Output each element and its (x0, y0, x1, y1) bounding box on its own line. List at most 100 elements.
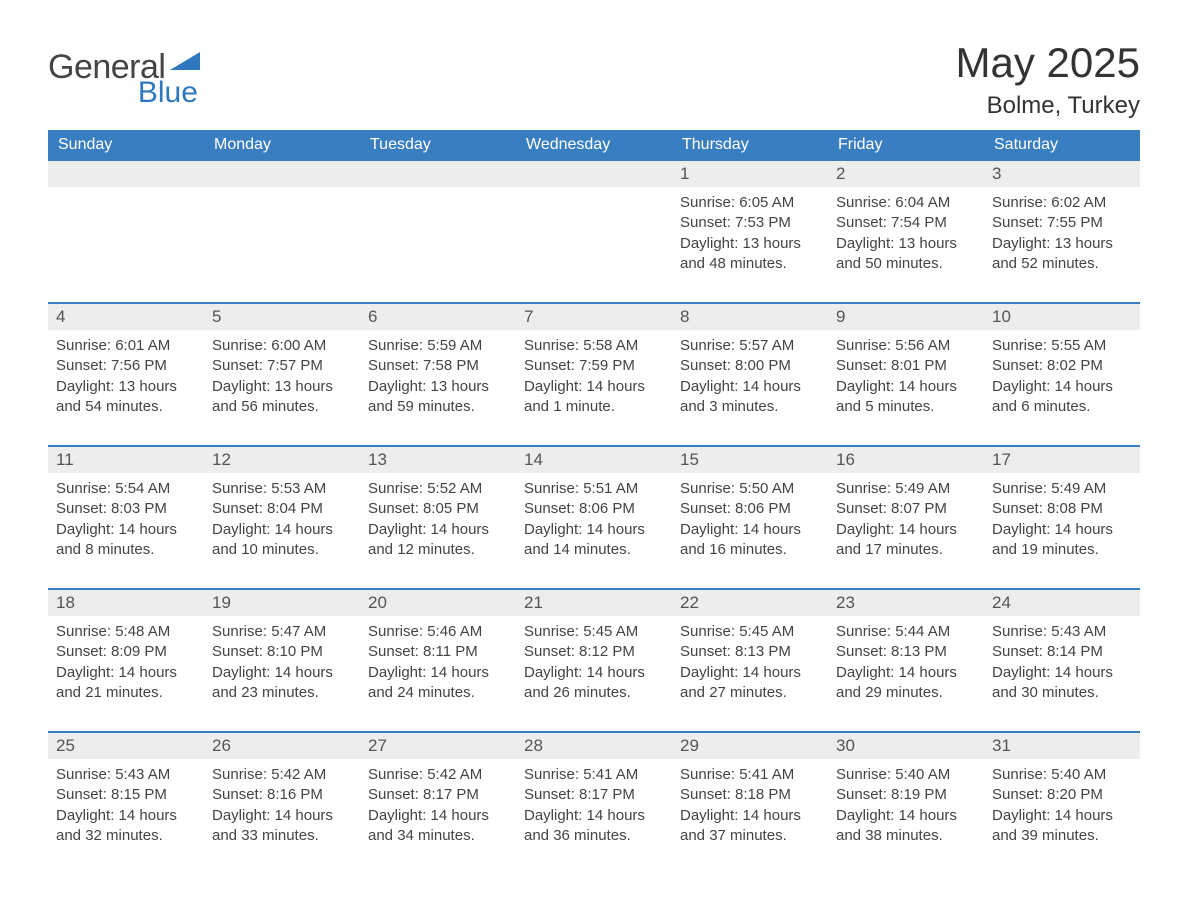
sunset-line: Sunset: 8:15 PM (56, 785, 196, 805)
day-of-week-header: SundayMondayTuesdayWednesdayThursdayFrid… (48, 130, 1140, 161)
daylight-line: Daylight: 14 hours and 3 minutes. (680, 377, 820, 418)
daynum-row: 123 (48, 161, 1140, 187)
sunrise-line: Sunrise: 5:52 AM (368, 479, 508, 499)
sunrise-line: Sunrise: 5:54 AM (56, 479, 196, 499)
detail-row: Sunrise: 6:05 AMSunset: 7:53 PMDaylight:… (48, 187, 1140, 288)
week-row: 123Sunrise: 6:05 AMSunset: 7:53 PMDaylig… (48, 161, 1140, 288)
day-number: 23 (828, 590, 984, 616)
sunrise-line: Sunrise: 5:56 AM (836, 336, 976, 356)
dow-cell: Sunday (48, 130, 204, 161)
sunset-line: Sunset: 8:05 PM (368, 499, 508, 519)
sunset-line: Sunset: 8:06 PM (524, 499, 664, 519)
daynum-row: 11121314151617 (48, 447, 1140, 473)
day-number: 21 (516, 590, 672, 616)
sunrise-line: Sunrise: 5:48 AM (56, 622, 196, 642)
daylight-line: Daylight: 14 hours and 14 minutes. (524, 520, 664, 561)
day-details: Sunrise: 5:49 AMSunset: 8:08 PMDaylight:… (984, 473, 1140, 574)
sunrise-line: Sunrise: 5:42 AM (212, 765, 352, 785)
daylight-line: Daylight: 14 hours and 34 minutes. (368, 806, 508, 847)
day-number: 16 (828, 447, 984, 473)
day-number: 19 (204, 590, 360, 616)
brand-text: General Blue (48, 50, 200, 108)
detail-row: Sunrise: 5:43 AMSunset: 8:15 PMDaylight:… (48, 759, 1140, 860)
day-details: Sunrise: 5:55 AMSunset: 8:02 PMDaylight:… (984, 330, 1140, 431)
detail-row: Sunrise: 5:48 AMSunset: 8:09 PMDaylight:… (48, 616, 1140, 717)
sunrise-line: Sunrise: 6:00 AM (212, 336, 352, 356)
daylight-line: Daylight: 14 hours and 12 minutes. (368, 520, 508, 561)
sunset-line: Sunset: 7:57 PM (212, 356, 352, 376)
daylight-line: Daylight: 14 hours and 17 minutes. (836, 520, 976, 561)
day-number (48, 161, 204, 187)
day-details: Sunrise: 5:54 AMSunset: 8:03 PMDaylight:… (48, 473, 204, 574)
dow-cell: Friday (828, 130, 984, 161)
day-details: Sunrise: 5:49 AMSunset: 8:07 PMDaylight:… (828, 473, 984, 574)
day-details: Sunrise: 5:44 AMSunset: 8:13 PMDaylight:… (828, 616, 984, 717)
day-details: Sunrise: 5:53 AMSunset: 8:04 PMDaylight:… (204, 473, 360, 574)
day-number: 12 (204, 447, 360, 473)
sunrise-line: Sunrise: 5:51 AM (524, 479, 664, 499)
sunset-line: Sunset: 7:55 PM (992, 213, 1132, 233)
day-details (204, 187, 360, 288)
daylight-line: Daylight: 14 hours and 33 minutes. (212, 806, 352, 847)
daylight-line: Daylight: 14 hours and 24 minutes. (368, 663, 508, 704)
day-number: 9 (828, 304, 984, 330)
sunrise-line: Sunrise: 5:45 AM (680, 622, 820, 642)
day-details (48, 187, 204, 288)
day-details: Sunrise: 5:45 AMSunset: 8:12 PMDaylight:… (516, 616, 672, 717)
sunset-line: Sunset: 7:58 PM (368, 356, 508, 376)
daylight-line: Daylight: 14 hours and 1 minute. (524, 377, 664, 418)
day-number: 5 (204, 304, 360, 330)
sunset-line: Sunset: 8:06 PM (680, 499, 820, 519)
title-location: Bolme, Turkey (956, 92, 1140, 120)
daylight-line: Daylight: 14 hours and 16 minutes. (680, 520, 820, 561)
header: General Blue May 2025 Bolme, Turkey (48, 40, 1140, 120)
daylight-line: Daylight: 13 hours and 52 minutes. (992, 234, 1132, 275)
sunset-line: Sunset: 8:12 PM (524, 642, 664, 662)
day-details: Sunrise: 5:46 AMSunset: 8:11 PMDaylight:… (360, 616, 516, 717)
dow-cell: Wednesday (516, 130, 672, 161)
dow-cell: Tuesday (360, 130, 516, 161)
day-details: Sunrise: 6:04 AMSunset: 7:54 PMDaylight:… (828, 187, 984, 288)
sunset-line: Sunset: 7:53 PM (680, 213, 820, 233)
sunrise-line: Sunrise: 5:46 AM (368, 622, 508, 642)
daylight-line: Daylight: 14 hours and 26 minutes. (524, 663, 664, 704)
daylight-line: Daylight: 13 hours and 59 minutes. (368, 377, 508, 418)
day-number: 2 (828, 161, 984, 187)
day-details: Sunrise: 5:59 AMSunset: 7:58 PMDaylight:… (360, 330, 516, 431)
day-number: 4 (48, 304, 204, 330)
day-number: 6 (360, 304, 516, 330)
sunset-line: Sunset: 8:18 PM (680, 785, 820, 805)
day-details: Sunrise: 5:48 AMSunset: 8:09 PMDaylight:… (48, 616, 204, 717)
daylight-line: Daylight: 13 hours and 54 minutes. (56, 377, 196, 418)
sunrise-line: Sunrise: 5:40 AM (992, 765, 1132, 785)
daylight-line: Daylight: 13 hours and 48 minutes. (680, 234, 820, 275)
day-details: Sunrise: 5:45 AMSunset: 8:13 PMDaylight:… (672, 616, 828, 717)
day-details: Sunrise: 6:05 AMSunset: 7:53 PMDaylight:… (672, 187, 828, 288)
sunset-line: Sunset: 8:14 PM (992, 642, 1132, 662)
brand-logo: General Blue (48, 40, 200, 108)
sunset-line: Sunset: 8:11 PM (368, 642, 508, 662)
day-number: 28 (516, 733, 672, 759)
day-number: 10 (984, 304, 1140, 330)
day-number: 11 (48, 447, 204, 473)
sunrise-line: Sunrise: 6:02 AM (992, 193, 1132, 213)
sunset-line: Sunset: 8:03 PM (56, 499, 196, 519)
week-row: 45678910Sunrise: 6:01 AMSunset: 7:56 PMD… (48, 302, 1140, 431)
dow-cell: Thursday (672, 130, 828, 161)
sunset-line: Sunset: 8:19 PM (836, 785, 976, 805)
daylight-line: Daylight: 14 hours and 10 minutes. (212, 520, 352, 561)
brand-triangle-icon (170, 50, 200, 78)
daylight-line: Daylight: 14 hours and 19 minutes. (992, 520, 1132, 561)
day-number: 24 (984, 590, 1140, 616)
sunset-line: Sunset: 8:13 PM (836, 642, 976, 662)
day-details: Sunrise: 5:41 AMSunset: 8:18 PMDaylight:… (672, 759, 828, 860)
daylight-line: Daylight: 14 hours and 27 minutes. (680, 663, 820, 704)
daylight-line: Daylight: 14 hours and 21 minutes. (56, 663, 196, 704)
sunset-line: Sunset: 8:10 PM (212, 642, 352, 662)
day-number: 26 (204, 733, 360, 759)
day-details (360, 187, 516, 288)
day-number: 22 (672, 590, 828, 616)
day-details: Sunrise: 5:47 AMSunset: 8:10 PMDaylight:… (204, 616, 360, 717)
sunrise-line: Sunrise: 6:04 AM (836, 193, 976, 213)
daylight-line: Daylight: 14 hours and 38 minutes. (836, 806, 976, 847)
